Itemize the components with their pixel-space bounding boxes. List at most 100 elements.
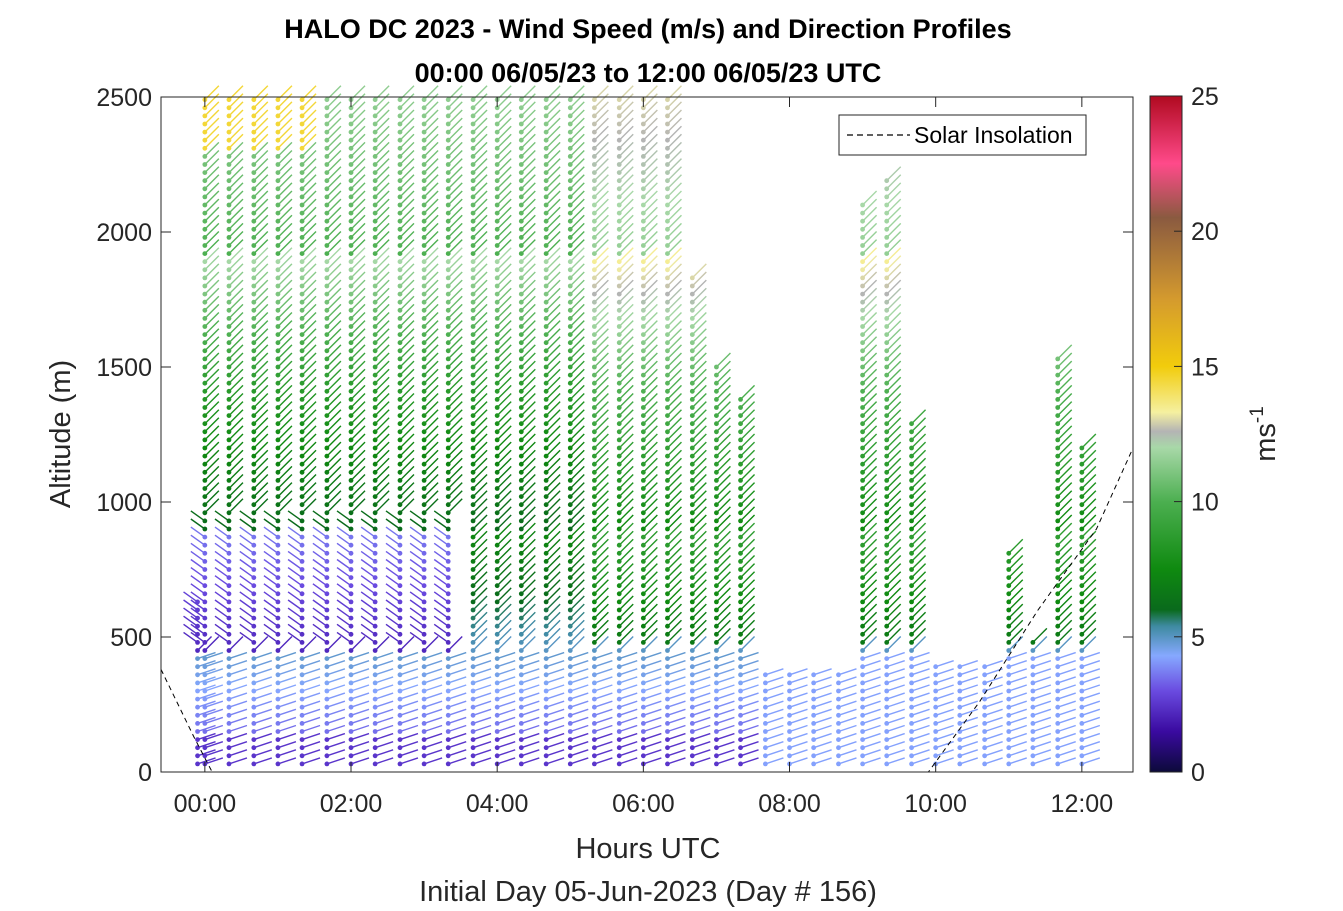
barb-shaft bbox=[862, 757, 881, 765]
barb-point bbox=[689, 729, 695, 734]
barb-shaft bbox=[253, 198, 269, 214]
barb-point bbox=[543, 154, 549, 159]
barb-point bbox=[567, 186, 573, 192]
barb-point bbox=[397, 461, 403, 467]
barb-point bbox=[860, 648, 865, 653]
barb-shaft bbox=[886, 344, 902, 360]
barb-shaft bbox=[277, 749, 297, 757]
barb-shaft bbox=[642, 546, 658, 562]
barb-point bbox=[421, 162, 427, 167]
barb-point bbox=[884, 478, 890, 483]
barb-point bbox=[299, 542, 305, 548]
barb-point bbox=[470, 656, 476, 661]
barb-shaft bbox=[886, 214, 902, 230]
barb-point bbox=[909, 583, 914, 589]
barb-shaft bbox=[1032, 708, 1052, 716]
barb-shaft bbox=[1081, 660, 1101, 668]
barb-shaft bbox=[374, 465, 390, 481]
barb-point bbox=[543, 696, 549, 702]
barb-shaft bbox=[666, 271, 682, 287]
barb-shaft bbox=[813, 757, 832, 765]
barb-point bbox=[957, 737, 963, 742]
barb-point bbox=[226, 154, 232, 159]
barb-shaft bbox=[691, 538, 707, 554]
barb-shaft bbox=[228, 449, 244, 465]
barb-point bbox=[567, 437, 573, 443]
colorbar bbox=[1149, 95, 1183, 773]
barb-shaft bbox=[569, 320, 585, 336]
barb-shaft bbox=[277, 401, 293, 417]
barb-point bbox=[640, 453, 646, 459]
barb-shaft bbox=[277, 125, 293, 141]
barb-shaft bbox=[360, 615, 376, 627]
barb-column bbox=[567, 85, 589, 767]
barb-point bbox=[494, 137, 500, 143]
barb-point bbox=[591, 518, 597, 524]
barb-point bbox=[397, 97, 403, 103]
barb-point bbox=[909, 502, 914, 508]
barb-shaft bbox=[886, 312, 902, 327]
barb-point bbox=[421, 575, 427, 580]
barb-shaft bbox=[385, 631, 401, 643]
barb-point bbox=[543, 567, 549, 572]
barb-point bbox=[714, 680, 719, 686]
barb-shaft bbox=[789, 676, 808, 684]
barb-point bbox=[445, 251, 451, 256]
barb-point bbox=[445, 445, 451, 451]
barb-shaft bbox=[385, 542, 401, 554]
barb-point bbox=[909, 656, 914, 661]
barb-shaft bbox=[253, 441, 269, 457]
barb-shaft bbox=[1032, 700, 1052, 708]
barb-point bbox=[616, 607, 622, 613]
barb-shaft bbox=[385, 534, 401, 546]
barb-point bbox=[251, 356, 257, 362]
barb-point bbox=[226, 113, 232, 119]
barb-point bbox=[275, 469, 281, 475]
barb-point bbox=[445, 291, 451, 297]
barb-shaft bbox=[740, 506, 756, 522]
barb-point bbox=[640, 316, 646, 321]
barb-shaft bbox=[569, 239, 585, 255]
barb-point bbox=[933, 712, 939, 718]
barb-point bbox=[470, 510, 476, 516]
barb-shaft bbox=[350, 263, 366, 279]
barb-point bbox=[591, 469, 597, 475]
barb-point bbox=[397, 307, 403, 313]
barb-shaft bbox=[204, 376, 220, 392]
barb-shaft bbox=[277, 498, 293, 514]
barb-point bbox=[421, 672, 427, 678]
barb-shaft bbox=[545, 603, 561, 619]
barb-point bbox=[226, 210, 232, 216]
barb-point bbox=[470, 194, 476, 200]
barb-point bbox=[616, 210, 622, 216]
barb-point bbox=[1055, 615, 1061, 621]
barb-point bbox=[543, 688, 549, 694]
barb-shaft bbox=[935, 749, 954, 757]
barb-point bbox=[202, 105, 208, 111]
barb-shaft bbox=[666, 312, 682, 327]
barb-point bbox=[738, 607, 743, 613]
barb-point bbox=[640, 162, 646, 167]
barb-point bbox=[202, 737, 208, 742]
barb-shaft bbox=[277, 360, 293, 376]
barb-point bbox=[226, 170, 232, 176]
barb-point bbox=[836, 680, 841, 686]
barb-point bbox=[275, 380, 281, 386]
barb-point bbox=[518, 356, 524, 362]
barb-point bbox=[195, 712, 200, 718]
barb-shaft bbox=[740, 522, 756, 538]
barb-point bbox=[640, 680, 646, 686]
barb-point bbox=[1079, 567, 1085, 572]
barb-point bbox=[714, 721, 719, 726]
barb-point bbox=[518, 372, 524, 378]
barb-point bbox=[348, 405, 354, 410]
barb-point bbox=[397, 437, 403, 443]
barb-shaft bbox=[472, 409, 488, 425]
barb-point bbox=[884, 591, 890, 597]
barb-shaft bbox=[862, 482, 878, 498]
barb-point bbox=[591, 348, 597, 354]
barb-shaft bbox=[1057, 603, 1073, 619]
barb-point bbox=[957, 704, 963, 710]
barb-shaft bbox=[715, 522, 731, 538]
barb-shaft bbox=[312, 623, 328, 635]
